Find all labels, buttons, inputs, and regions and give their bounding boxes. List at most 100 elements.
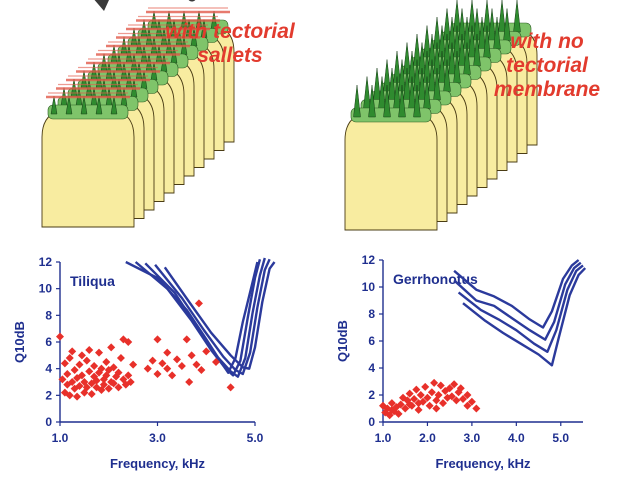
data-point bbox=[419, 397, 427, 406]
data-point bbox=[75, 360, 84, 369]
data-point bbox=[116, 354, 125, 362]
data-point bbox=[70, 366, 79, 374]
x-tick-label: 3.0 bbox=[464, 431, 481, 445]
data-point bbox=[445, 384, 454, 393]
data-point bbox=[439, 399, 447, 408]
papilla-section bbox=[344, 84, 438, 231]
y-tick-label: 8 bbox=[368, 307, 375, 321]
data-point bbox=[414, 405, 423, 414]
y-tick-label: 0 bbox=[45, 415, 52, 429]
tuning-curve bbox=[144, 257, 266, 378]
data-point bbox=[85, 367, 94, 376]
data-point bbox=[194, 299, 203, 308]
data-point bbox=[434, 391, 443, 399]
data-point bbox=[452, 396, 461, 405]
data-point bbox=[401, 404, 410, 413]
data-point bbox=[430, 378, 439, 387]
tuning-curve bbox=[462, 267, 587, 367]
data-point bbox=[405, 400, 414, 409]
data-point bbox=[56, 332, 64, 341]
data-point bbox=[456, 384, 465, 393]
data-point bbox=[163, 348, 172, 357]
hair-bundle bbox=[373, 67, 381, 101]
hair-bundle bbox=[65, 95, 73, 115]
data-point bbox=[427, 388, 436, 397]
hair-bundle bbox=[398, 84, 406, 118]
x-tick-label: 4.0 bbox=[508, 431, 525, 445]
data-point bbox=[226, 383, 235, 392]
data-point bbox=[114, 383, 123, 392]
tuning-curve bbox=[457, 264, 584, 353]
y-axis-label: Q10dB bbox=[12, 321, 27, 363]
data-point bbox=[143, 364, 152, 373]
tuning-curve bbox=[134, 258, 262, 377]
data-point bbox=[405, 389, 414, 398]
data-point bbox=[97, 364, 106, 373]
data-point bbox=[192, 360, 201, 369]
data-point bbox=[73, 392, 82, 401]
data-point bbox=[168, 371, 177, 380]
data-point bbox=[163, 364, 172, 373]
data-point bbox=[450, 380, 459, 389]
data-point bbox=[68, 378, 77, 386]
data-point bbox=[114, 368, 123, 377]
data-point bbox=[463, 401, 472, 410]
hair-bundle bbox=[513, 0, 521, 33]
gerrhonotus-plot: 0 2 4 6 8 10 12 1.0 2.0 3.0 4.0 5.0 Frequency, kHz Q1… bbox=[335, 253, 587, 471]
data-point bbox=[212, 358, 220, 366]
data-point bbox=[423, 393, 432, 402]
data-point bbox=[124, 371, 133, 380]
data-point bbox=[68, 347, 77, 356]
data-point bbox=[459, 395, 467, 404]
y-tick-label: 10 bbox=[362, 280, 376, 294]
data-point bbox=[182, 335, 191, 344]
data-point bbox=[102, 358, 111, 366]
data-point bbox=[77, 351, 86, 360]
caption-line: with no bbox=[510, 30, 584, 53]
data-point bbox=[63, 370, 72, 378]
data-point bbox=[82, 356, 91, 365]
x-tick-label: 3.0 bbox=[149, 431, 166, 445]
data-point bbox=[87, 390, 96, 398]
x-tick-label: 2.0 bbox=[419, 431, 436, 445]
data-point bbox=[60, 359, 69, 368]
hair-bundle bbox=[95, 95, 103, 115]
data-point bbox=[109, 379, 118, 388]
hair-bundle bbox=[363, 76, 371, 109]
data-point bbox=[472, 404, 481, 413]
caption-line: tectorial bbox=[506, 54, 588, 77]
data-point bbox=[158, 359, 167, 368]
data-point bbox=[447, 392, 456, 401]
caption-with-no-tectorial-membrane: with no tectorial membrane bbox=[472, 30, 622, 102]
hair-bundle bbox=[80, 95, 88, 115]
papilla-section bbox=[41, 92, 135, 228]
data-point bbox=[90, 362, 99, 370]
data-point bbox=[463, 391, 472, 399]
y-tick-label: 6 bbox=[45, 335, 52, 349]
tuning-curve bbox=[154, 258, 271, 376]
data-point bbox=[185, 378, 194, 386]
data-point bbox=[99, 380, 108, 389]
x-tick-label: 1.0 bbox=[52, 431, 69, 445]
data-point bbox=[124, 338, 133, 346]
hair-bundle bbox=[368, 84, 376, 118]
y-tick-label: 4 bbox=[368, 361, 375, 375]
arrow-head-icon bbox=[94, 0, 109, 11]
data-point bbox=[104, 384, 113, 393]
data-point bbox=[129, 360, 138, 369]
x-tick-label: 5.0 bbox=[247, 431, 264, 445]
y-tick-label: 12 bbox=[362, 253, 376, 267]
y-axis-label: Q10dB bbox=[335, 320, 350, 362]
data-point bbox=[416, 391, 425, 399]
data-point bbox=[92, 376, 101, 385]
y-tick-label: 2 bbox=[368, 388, 375, 402]
y-tick-label: 8 bbox=[45, 308, 52, 322]
data-point bbox=[82, 383, 91, 392]
data-point bbox=[153, 370, 162, 378]
data-point bbox=[75, 382, 84, 390]
data-point bbox=[421, 382, 430, 391]
tiliqua-plot: 0 2 4 6 8 10 12 1.0 3.0 5.0 Frequency, kHz Q10dB Til… bbox=[12, 255, 276, 471]
data-point bbox=[425, 401, 434, 410]
